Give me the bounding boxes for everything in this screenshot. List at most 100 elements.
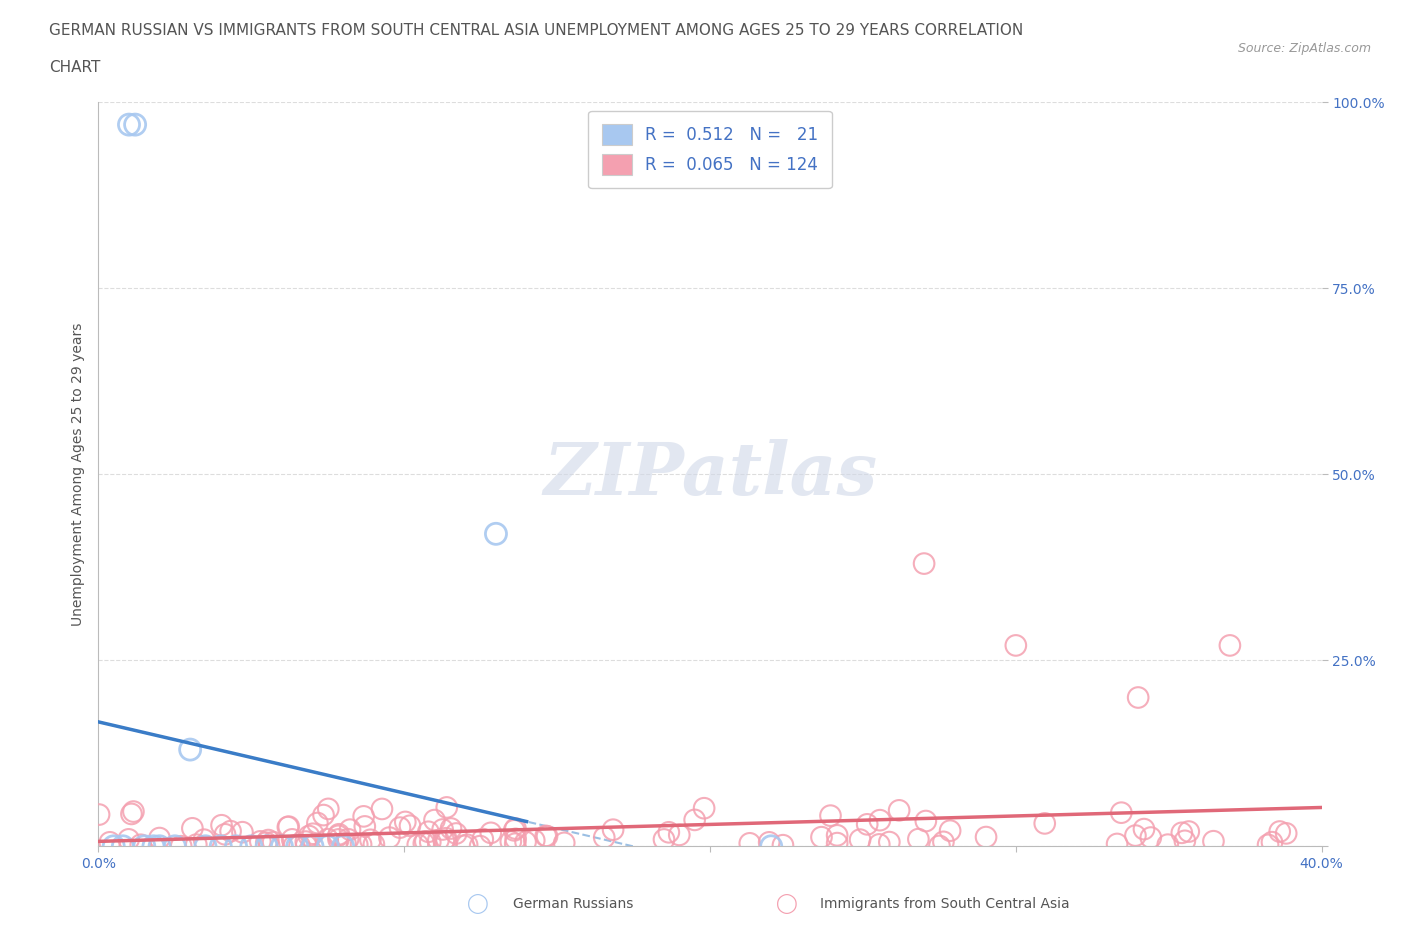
Point — [257, 839, 280, 854]
Point — [471, 831, 494, 846]
Point — [436, 800, 458, 815]
Legend: R =  0.512   N =   21, R =  0.065   N = 124: R = 0.512 N = 21, R = 0.065 N = 124 — [589, 111, 831, 189]
Point — [503, 836, 526, 851]
Point — [388, 820, 411, 835]
Point — [907, 831, 929, 846]
Point — [515, 834, 537, 849]
Point — [219, 824, 242, 839]
Point — [170, 839, 193, 854]
Point — [652, 832, 675, 847]
Point — [499, 834, 522, 849]
Point — [98, 835, 121, 850]
Point — [111, 839, 134, 854]
Point — [523, 833, 546, 848]
Point — [887, 803, 910, 817]
Point — [163, 839, 186, 854]
Point — [1139, 830, 1161, 845]
Point — [214, 827, 236, 842]
Point — [399, 818, 422, 833]
Point — [1268, 824, 1291, 839]
Point — [316, 839, 339, 854]
Point — [328, 829, 350, 844]
Y-axis label: Unemployment Among Ages 25 to 29 years: Unemployment Among Ages 25 to 29 years — [70, 323, 84, 626]
Point — [211, 817, 233, 832]
Point — [301, 839, 323, 854]
Point — [825, 828, 848, 843]
Text: ZIPatlas: ZIPatlas — [543, 439, 877, 510]
Point — [939, 823, 962, 838]
Point — [468, 839, 491, 854]
Point — [87, 807, 110, 822]
Point — [346, 837, 368, 852]
Point — [288, 838, 311, 853]
Point — [209, 839, 232, 854]
Point — [194, 839, 217, 854]
Point — [1133, 822, 1156, 837]
Point — [433, 833, 456, 848]
Point — [193, 832, 215, 847]
Point — [593, 830, 616, 844]
Point — [335, 836, 357, 851]
Point — [759, 839, 782, 854]
Point — [122, 804, 145, 819]
Point — [503, 823, 526, 838]
Point — [312, 807, 335, 822]
Point — [121, 806, 143, 821]
Text: ◯: ◯ — [776, 894, 799, 914]
Point — [262, 835, 284, 850]
Point — [142, 839, 165, 854]
Point — [423, 813, 446, 828]
Point — [1178, 824, 1201, 839]
Point — [1171, 825, 1194, 840]
Text: Immigrants from South Central Asia: Immigrants from South Central Asia — [820, 897, 1070, 911]
Point — [427, 832, 450, 847]
Text: Source: ZipAtlas.com: Source: ZipAtlas.com — [1237, 42, 1371, 55]
Point — [534, 829, 557, 844]
Point — [1257, 837, 1279, 852]
Point — [1219, 638, 1241, 653]
Point — [1157, 837, 1180, 852]
Point — [456, 837, 478, 852]
Point — [179, 742, 201, 757]
Point — [295, 834, 318, 849]
Point — [436, 834, 458, 849]
Text: German Russians: German Russians — [513, 897, 634, 911]
Point — [124, 117, 146, 132]
Point — [1004, 638, 1026, 653]
Point — [1275, 826, 1298, 841]
Point — [129, 837, 152, 852]
Point — [1111, 805, 1133, 820]
Point — [1033, 816, 1056, 830]
Point — [225, 839, 247, 854]
Point — [419, 835, 441, 850]
Point — [868, 837, 890, 852]
Point — [914, 814, 936, 829]
Point — [668, 828, 690, 843]
Point — [148, 830, 170, 845]
Point — [1202, 834, 1225, 849]
Point — [353, 809, 375, 824]
Point — [553, 835, 575, 850]
Point — [328, 827, 350, 842]
Text: CHART: CHART — [49, 60, 101, 75]
Point — [505, 821, 527, 836]
Point — [693, 801, 716, 816]
Point — [1261, 835, 1284, 850]
Point — [485, 526, 508, 541]
Point — [869, 813, 891, 828]
Point — [810, 830, 832, 844]
Point — [240, 839, 263, 854]
Point — [118, 832, 141, 847]
Point — [849, 832, 872, 847]
Point — [932, 834, 955, 849]
Point — [825, 836, 848, 851]
Text: ◯: ◯ — [467, 894, 489, 914]
Point — [1107, 836, 1129, 851]
Point — [1174, 833, 1197, 848]
Point — [1125, 828, 1147, 843]
Point — [353, 819, 375, 834]
Point — [277, 819, 299, 834]
Point — [256, 839, 278, 854]
Point — [302, 827, 325, 842]
Point — [295, 838, 318, 853]
